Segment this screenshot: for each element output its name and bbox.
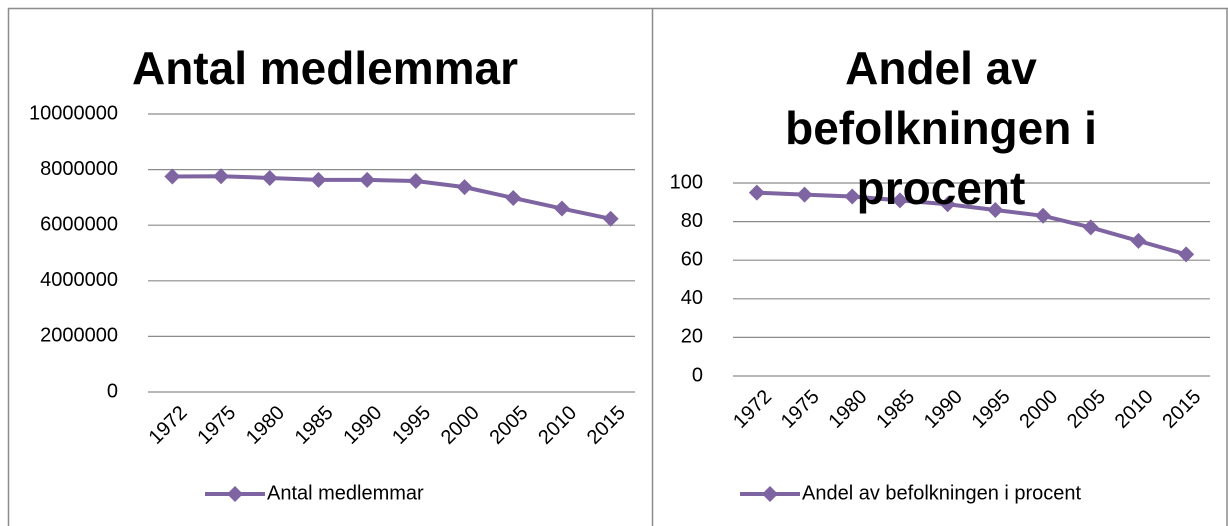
marker: [1178, 246, 1195, 263]
x-tick-label: 1995: [388, 402, 435, 449]
x-tick-label: 1975: [777, 386, 824, 433]
y-tick-label: 6000000: [40, 213, 118, 235]
y-tick-label: 40: [681, 287, 703, 309]
legend-marker: [762, 486, 778, 502]
marker: [939, 196, 956, 213]
y-tick-label: 0: [692, 364, 703, 386]
x-tick-label: 2005: [1063, 386, 1110, 433]
marker: [456, 179, 473, 196]
marker: [310, 171, 327, 188]
x-tick-label: 1985: [872, 386, 919, 433]
x-tick-label: 2015: [583, 402, 630, 449]
y-tick-label: 10000000: [29, 102, 118, 124]
marker: [553, 200, 570, 217]
marker: [796, 186, 813, 203]
y-tick-label: 8000000: [40, 158, 118, 180]
marker: [261, 169, 278, 186]
x-tick-label: 1980: [824, 386, 871, 433]
chart-title: Antal medlemmar: [131, 42, 518, 94]
marker: [1130, 232, 1147, 249]
y-tick-label: 2000000: [40, 325, 118, 347]
x-tick-label: 2015: [1158, 386, 1205, 433]
y-tick-label: 0: [107, 380, 118, 402]
marker: [602, 210, 619, 227]
x-tick-label: 1995: [968, 386, 1015, 433]
y-tick-label: 80: [681, 210, 703, 232]
x-tick-label: 2010: [1111, 386, 1158, 433]
y-tick-label: 20: [681, 326, 703, 348]
y-tick-label: 4000000: [40, 269, 118, 291]
marker: [213, 168, 230, 185]
marker: [748, 184, 765, 201]
x-tick-label: 1990: [339, 402, 386, 449]
x-tick-label: 1972: [145, 402, 192, 449]
x-tick-label: 2000: [437, 402, 484, 449]
y-tick-label: 100: [670, 171, 703, 193]
series-line: [172, 174, 612, 221]
x-tick-label: 2000: [1015, 386, 1062, 433]
legend-label: Antal medlemmar: [267, 482, 424, 504]
marker: [844, 188, 861, 205]
marker: [1035, 207, 1052, 224]
marker: [164, 168, 181, 185]
marker: [407, 172, 424, 189]
legend-label: Andel av befolkningen i procent: [802, 482, 1082, 504]
x-tick-label: 1990: [920, 386, 967, 433]
marker: [891, 192, 908, 209]
x-tick-label: 2010: [534, 402, 581, 449]
marker: [987, 202, 1004, 219]
marker: [359, 171, 376, 188]
chart-title: Andel av befolkningen i procent: [785, 42, 1097, 214]
series-line: [756, 190, 1187, 257]
x-tick-label: 1985: [291, 402, 338, 449]
y-tick-label: 60: [681, 248, 703, 270]
legend-marker: [227, 486, 243, 502]
marker: [505, 189, 522, 206]
x-tick-label: 1980: [242, 402, 289, 449]
x-tick-label: 1975: [193, 402, 240, 449]
x-tick-label: 2005: [485, 402, 532, 449]
marker: [1082, 219, 1099, 236]
x-tick-label: 1972: [729, 386, 776, 433]
